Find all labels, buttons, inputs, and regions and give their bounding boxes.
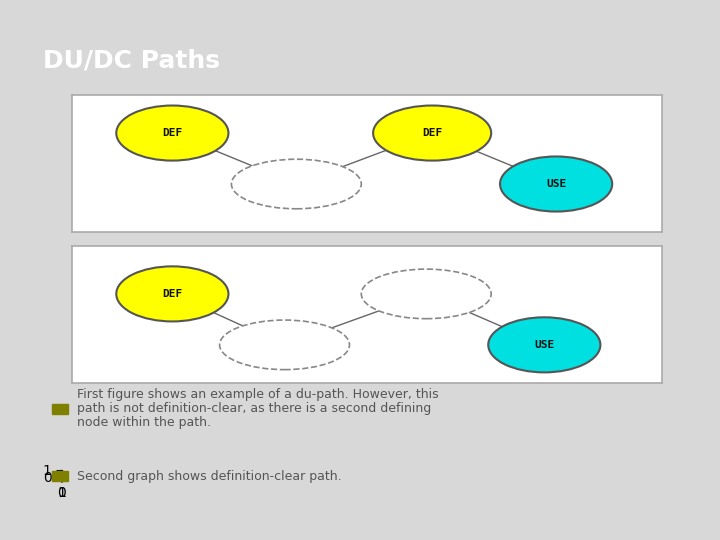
Text: path is not definition-clear, as there is a second defining: path is not definition-clear, as there i… <box>77 402 431 415</box>
Ellipse shape <box>488 318 600 373</box>
Ellipse shape <box>500 157 612 212</box>
Ellipse shape <box>231 159 361 209</box>
Text: First figure shows an example of a du-path. However, this: First figure shows an example of a du-pa… <box>77 388 438 401</box>
Text: USE: USE <box>534 340 554 350</box>
Text: Second graph shows definition-clear path.: Second graph shows definition-clear path… <box>77 470 342 483</box>
Text: DEF: DEF <box>162 128 182 138</box>
Text: USE: USE <box>546 179 566 189</box>
Text: DU/DC Paths: DU/DC Paths <box>43 49 220 73</box>
Bar <box>52 404 68 414</box>
Bar <box>52 471 68 481</box>
Ellipse shape <box>220 320 349 370</box>
Ellipse shape <box>373 105 491 160</box>
Text: DEF: DEF <box>422 128 442 138</box>
Text: node within the path.: node within the path. <box>77 416 211 429</box>
Text: DEF: DEF <box>162 289 182 299</box>
Ellipse shape <box>117 105 228 160</box>
Ellipse shape <box>361 269 491 319</box>
Ellipse shape <box>117 266 228 321</box>
